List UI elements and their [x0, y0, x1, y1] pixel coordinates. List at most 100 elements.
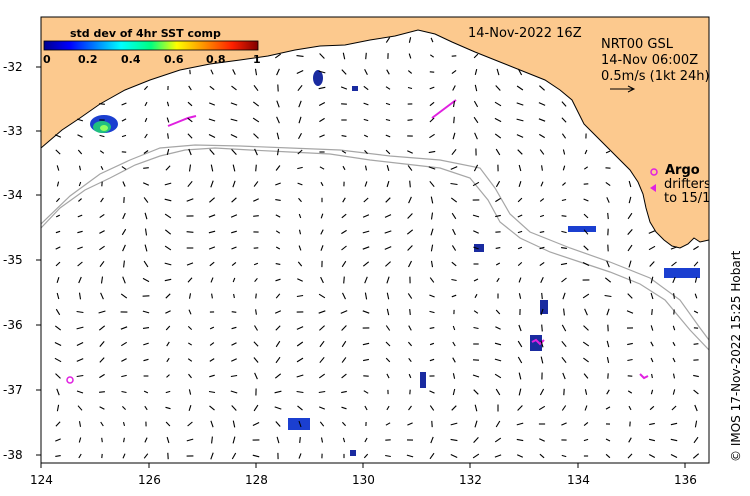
current-vector: [517, 68, 523, 76]
current-vector: [386, 308, 390, 316]
current-vector: [297, 278, 303, 282]
current-vector: [495, 180, 501, 188]
current-vector: [342, 437, 346, 443]
current-vector: [627, 342, 633, 346]
current-vector: [188, 164, 192, 172]
current-vector: [474, 132, 478, 140]
current-vector: [670, 246, 678, 250]
current-vector: [230, 134, 238, 138]
current-vector: [122, 421, 126, 427]
current-vector: [364, 181, 368, 187]
current-vector: [606, 260, 610, 268]
current-vector: [187, 117, 193, 123]
current-vector: [518, 277, 522, 283]
current-vector: [408, 196, 412, 204]
current-vector: [538, 405, 546, 411]
current-vector: [474, 420, 478, 428]
current-vector: [56, 277, 60, 283]
lon-tick: 130: [352, 473, 375, 487]
current-vector: [320, 276, 324, 284]
current-vector: [540, 181, 544, 187]
current-vector: [231, 85, 237, 91]
current-vector: [297, 261, 303, 267]
current-vector: [407, 86, 413, 90]
current-vector: [253, 181, 259, 187]
current-vector: [385, 149, 391, 155]
current-vector: [121, 102, 127, 106]
current-vector: [561, 215, 567, 217]
current-vector: [165, 293, 171, 299]
colorbar-tick: 1: [253, 53, 261, 66]
current-vector: [165, 325, 171, 331]
current-vector: [408, 373, 412, 379]
current-vector: [363, 390, 369, 394]
current-vector: [495, 247, 501, 249]
current-vector: [123, 260, 125, 268]
current-vector: [451, 405, 457, 411]
current-vector: [100, 165, 104, 171]
current-vector: [628, 196, 632, 204]
current-vector: [55, 373, 61, 379]
current-vector: [188, 342, 192, 346]
current-vector: [562, 165, 566, 171]
current-vector: [495, 309, 501, 315]
current-vector: [231, 405, 237, 411]
current-vector: [451, 294, 457, 298]
current-vector: [232, 436, 236, 444]
current-vector: [231, 452, 237, 460]
current-vector: [429, 342, 435, 346]
current-vector: [252, 101, 260, 107]
current-vector: [518, 388, 522, 396]
current-vector: [562, 372, 566, 380]
current-vector: [561, 101, 567, 107]
current-vector: [409, 309, 411, 315]
current-vector: [296, 70, 304, 74]
current-vector: [583, 438, 589, 442]
current-vector: [342, 292, 346, 300]
current-vector: [208, 214, 216, 218]
current-vector: [255, 164, 257, 172]
current-vector: [341, 325, 347, 331]
current-vector: [319, 117, 325, 123]
current-vector: [430, 244, 434, 252]
current-vector: [495, 262, 501, 266]
current-vector: [143, 260, 149, 268]
current-vector: [408, 37, 412, 43]
current-vector: [341, 406, 347, 410]
current-vector: [539, 261, 545, 267]
current-vector: [407, 119, 413, 121]
current-vector: [342, 197, 346, 203]
current-vector: [298, 116, 302, 124]
current-vector: [583, 198, 589, 202]
current-vector: [186, 262, 194, 266]
current-vector: [473, 100, 479, 108]
current-vector: [494, 133, 502, 139]
current-vector: [670, 422, 678, 426]
current-vector: [78, 181, 82, 187]
current-vector: [429, 358, 435, 362]
current-vector: [386, 292, 390, 300]
current-vector: [363, 118, 369, 122]
current-vector: [164, 262, 172, 266]
current-vector: [408, 357, 412, 363]
current-vector: [276, 100, 280, 108]
current-vector: [429, 54, 435, 58]
current-vector: [319, 166, 325, 170]
current-vector: [605, 406, 611, 410]
current-vector: [365, 52, 367, 60]
current-vector: [232, 180, 236, 188]
current-vector: [231, 326, 237, 330]
current-vector: [472, 453, 480, 459]
current-vector: [254, 148, 258, 156]
lon-tick: 136: [674, 473, 697, 487]
current-vector: [298, 100, 302, 108]
current-vector: [122, 406, 126, 410]
current-vector: [121, 374, 127, 378]
current-vector: [232, 164, 236, 172]
current-vector: [121, 390, 127, 394]
current-vector: [517, 340, 523, 348]
current-vector: [516, 85, 524, 91]
current-vector: [540, 277, 544, 283]
current-vector: [186, 438, 194, 442]
current-vector: [517, 246, 523, 250]
